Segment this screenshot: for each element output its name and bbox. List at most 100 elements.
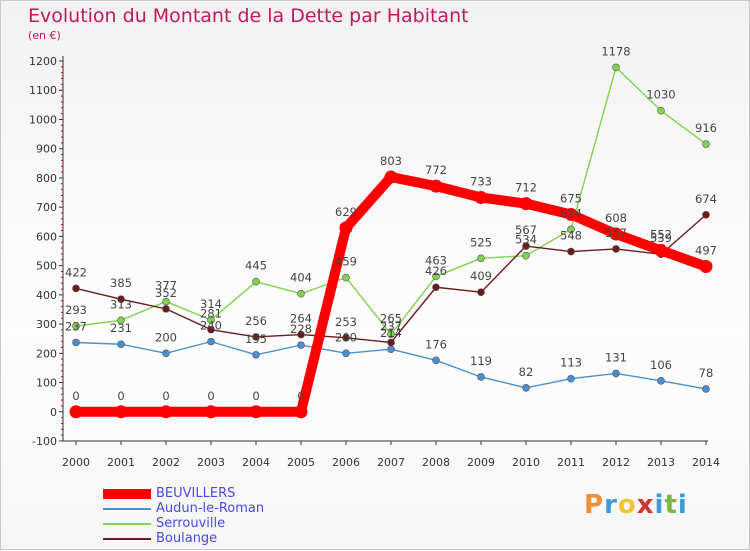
data-label: 733 [470, 175, 492, 189]
data-point [474, 191, 488, 205]
data-point [117, 340, 125, 349]
logo-letter: i [654, 490, 665, 520]
data-label: 497 [695, 243, 717, 257]
data-label: 265 [380, 311, 402, 325]
y-tick-label: 700 [36, 201, 57, 214]
y-tick-label: 1000 [29, 113, 57, 126]
data-point [387, 345, 395, 354]
data-label: 426 [425, 264, 447, 278]
data-point [612, 245, 620, 253]
data-point [702, 140, 710, 148]
data-point [204, 405, 218, 419]
data-point [249, 405, 263, 419]
data-label: 256 [245, 314, 267, 328]
data-label: 78 [699, 366, 714, 380]
data-point [162, 349, 170, 358]
data-point [387, 338, 395, 347]
data-point [339, 221, 353, 235]
data-point [342, 334, 350, 342]
legend-label: BEUVILLERS [156, 486, 236, 501]
data-point [159, 405, 173, 419]
data-label: 0 [117, 389, 124, 403]
data-point [654, 243, 668, 257]
logo-letter: t [664, 490, 678, 520]
data-point [297, 289, 305, 298]
x-tick-label: 2012 [602, 456, 630, 469]
data-label: 314 [200, 297, 222, 311]
data-label: 195 [245, 332, 267, 346]
data-point [162, 305, 170, 313]
data-label: 674 [695, 192, 717, 206]
data-point [162, 297, 170, 306]
data-point [612, 369, 620, 378]
data-label: 624 [560, 206, 582, 220]
data-label: 106 [650, 358, 672, 372]
x-tick-label: 2010 [512, 456, 540, 469]
x-tick-label: 2006 [332, 456, 360, 469]
logo-letter: i [677, 490, 688, 520]
data-label: 422 [65, 265, 87, 279]
data-label: 629 [335, 205, 357, 219]
data-label: 119 [470, 354, 492, 368]
data-point [72, 284, 80, 293]
data-point [207, 337, 215, 346]
data-point [432, 283, 440, 292]
data-point [657, 106, 665, 115]
data-label: 534 [515, 233, 537, 247]
data-label: 176 [425, 337, 447, 351]
logo-letter: P [584, 490, 605, 520]
data-label: 385 [110, 276, 132, 290]
data-label: 228 [290, 322, 312, 336]
chart-title: Evolution du Montant de la Dette par Hab… [28, 5, 469, 27]
data-point [387, 330, 395, 339]
legend-label: Serrouville [156, 516, 226, 531]
data-point [297, 341, 305, 349]
y-tick-label: 200 [36, 347, 57, 360]
chart-subtitle: (en €) [28, 29, 61, 42]
data-label: 409 [470, 269, 492, 283]
legend-swatch [103, 508, 151, 510]
x-tick-label: 2003 [197, 456, 225, 469]
data-point [519, 197, 533, 211]
y-tick-label: 1100 [29, 84, 57, 97]
data-label: 240 [200, 319, 222, 333]
y-tick-label: 400 [36, 289, 57, 302]
data-point [477, 288, 485, 297]
data-label: 404 [290, 271, 312, 285]
proxiti-logo: Proxiti [584, 490, 688, 520]
data-label: 82 [519, 365, 534, 379]
data-label: 0 [72, 389, 79, 403]
x-tick-label: 2004 [242, 456, 270, 469]
x-tick-label: 2011 [557, 456, 585, 469]
data-label: 200 [335, 330, 357, 344]
legend-swatch [103, 538, 151, 540]
data-label: 231 [110, 321, 132, 335]
data-label: 0 [252, 389, 259, 403]
x-tick-label: 2001 [107, 456, 135, 469]
data-label: 253 [335, 315, 357, 329]
data-point [72, 338, 80, 347]
data-point [567, 225, 575, 234]
data-label: 214 [380, 326, 402, 340]
data-point [699, 259, 713, 273]
y-tick-label: 600 [36, 230, 57, 243]
data-point [252, 277, 260, 286]
data-label: 803 [380, 154, 402, 168]
data-point [207, 325, 215, 334]
y-tick-label: 100 [36, 377, 57, 390]
y-tick-label: 800 [36, 172, 57, 185]
data-label: 200 [155, 330, 177, 344]
y-tick-label: 0 [50, 406, 57, 419]
data-label: 131 [605, 350, 627, 364]
legend-swatch [103, 523, 151, 525]
data-label: 463 [425, 253, 447, 267]
data-label: 237 [65, 319, 87, 333]
data-label: 293 [65, 303, 87, 317]
data-point [477, 254, 485, 263]
data-point [297, 330, 305, 339]
x-tick-label: 2000 [62, 456, 90, 469]
data-point [567, 374, 575, 383]
x-tick-label: 2013 [647, 456, 675, 469]
